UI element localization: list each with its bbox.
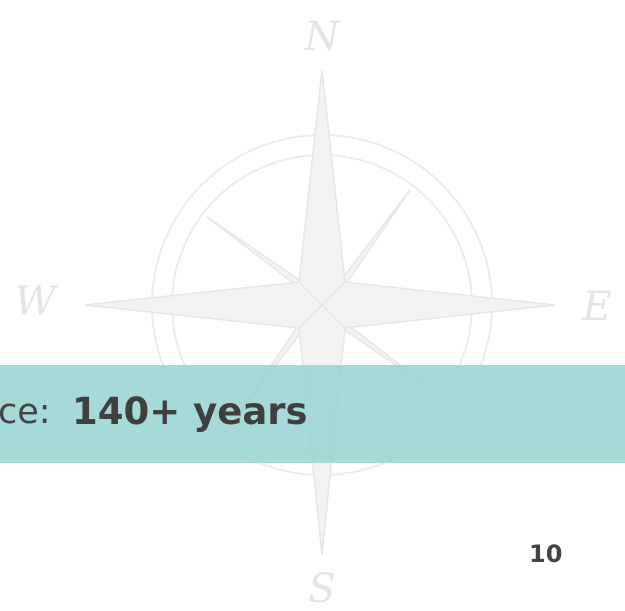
compass-rose: N W E S (0, 0, 625, 611)
compass-east: E (581, 284, 611, 330)
compass-north: N (304, 14, 342, 60)
compass-point (299, 70, 345, 305)
slide: N W E S ce: 140+ years 10 (() => { const… (0, 0, 625, 611)
banner-value: 140+ years (72, 390, 308, 433)
page-number: 10 (529, 540, 562, 568)
compass-west: W (14, 279, 58, 325)
banner-label: ce: (0, 392, 51, 432)
compass-south: S (308, 566, 335, 611)
compass-point (85, 282, 322, 328)
compass-point (322, 282, 555, 328)
banner: ce: 140+ years (0, 365, 625, 463)
